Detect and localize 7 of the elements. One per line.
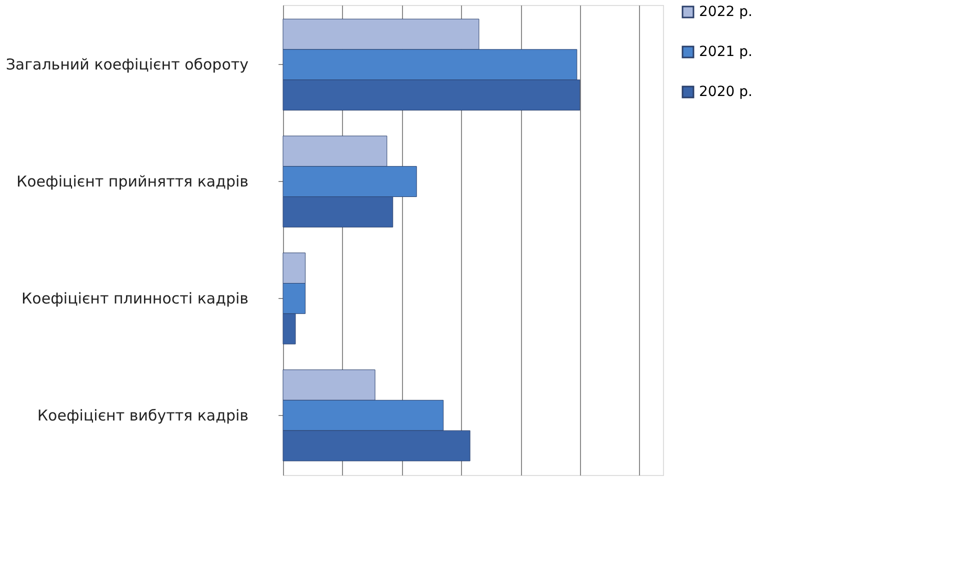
legend-label: 2022 р. bbox=[699, 4, 752, 20]
y-tick-label: Загальний коефіцієнт обороту bbox=[6, 56, 249, 74]
y-tick-label: Коефіцієнт плинності кадрів bbox=[22, 289, 248, 308]
legend-label: 2021 р. bbox=[699, 44, 752, 60]
y-tick-label: Коефіцієнт вибуття кадрів bbox=[37, 406, 248, 424]
legend-label: 2020 р. bbox=[699, 84, 752, 100]
y-tick-label: Коефіцієнт прийняття кадрів bbox=[16, 172, 248, 191]
